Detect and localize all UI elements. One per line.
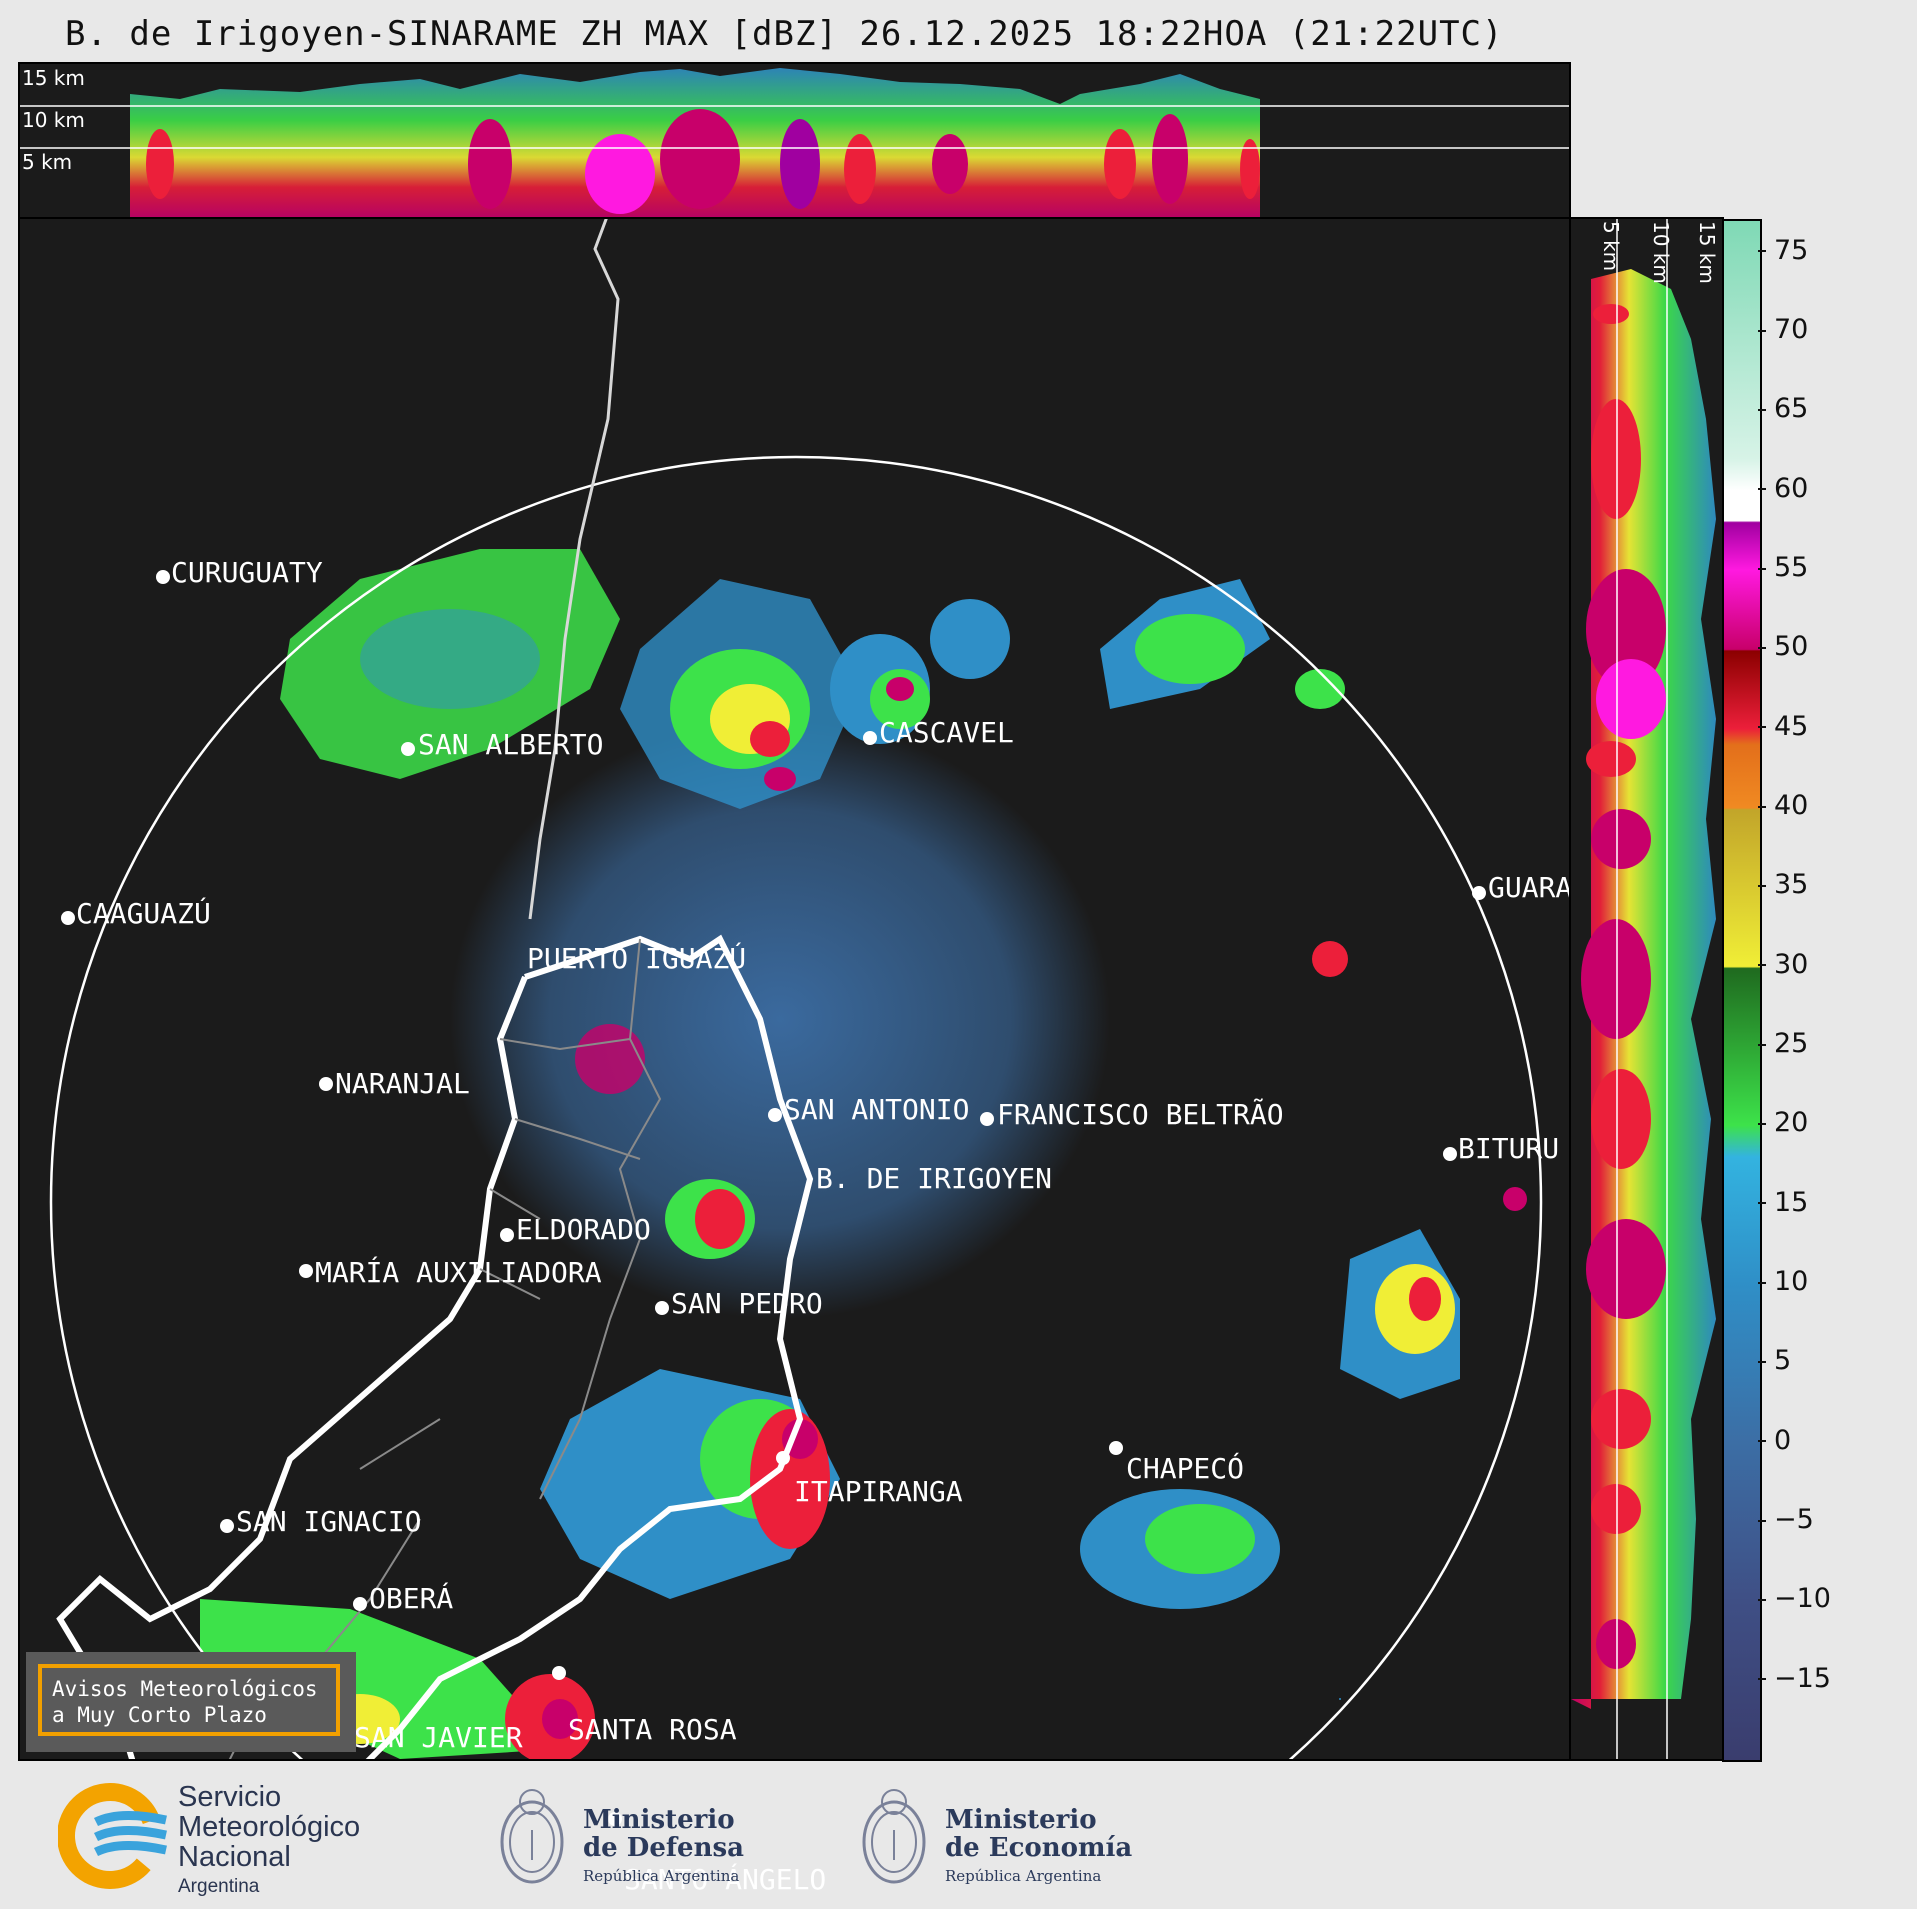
colorbar-tick: 10 bbox=[1757, 1266, 1808, 1297]
city-dot-bituru bbox=[1443, 1147, 1457, 1161]
colorbar-tick: −15 bbox=[1758, 1663, 1831, 1694]
border-paraguay-brazil bbox=[528, 219, 620, 920]
city-dot-san-alberto bbox=[401, 742, 415, 756]
colorbar-tick: −5 bbox=[1758, 1504, 1814, 1535]
city-dot-san-pedro bbox=[655, 1301, 669, 1315]
right-height-label-10: 10 km bbox=[1649, 221, 1673, 284]
colorbar-tick: 35 bbox=[1757, 869, 1808, 900]
top-height-profile: 15 km 10 km 5 km bbox=[18, 62, 1571, 219]
colorbar-tick: 45 bbox=[1757, 711, 1808, 742]
city-label-guara: GUARA bbox=[1488, 871, 1573, 904]
city-dot-itapiranga bbox=[776, 1451, 790, 1465]
city-dot-guara bbox=[1472, 886, 1486, 900]
range-ring bbox=[49, 455, 1543, 1759]
radar-map-canvas bbox=[49, 219, 1543, 1759]
colorbar-tick: 0 bbox=[1757, 1425, 1791, 1456]
economia-seal-icon bbox=[862, 1789, 926, 1884]
city-label-puerto-iguazu: PUERTO IGUAZÚ bbox=[527, 942, 747, 975]
city-label-eldorado: ELDORADO bbox=[516, 1213, 651, 1246]
colorbar-tick: 70 bbox=[1757, 314, 1808, 345]
city-label-b-de-irigoyen: B. DE IRIGOYEN bbox=[816, 1162, 1053, 1195]
dbz-colorbar bbox=[1722, 219, 1762, 1762]
top-height-label-5: 5 km bbox=[22, 150, 73, 174]
page-title: B. de Irigoyen-SINARAME ZH MAX [dBZ] 26.… bbox=[65, 14, 1504, 54]
city-dot-francisco-beltrao bbox=[980, 1112, 994, 1126]
right-profile-echoes bbox=[1571, 219, 1716, 1759]
city-label-naranjal: NARANJAL bbox=[335, 1067, 470, 1100]
avisos-box: Avisos Meteorológicos a Muy Corto Plazo bbox=[26, 1652, 356, 1752]
border-argentina-brazil bbox=[365, 934, 814, 1759]
city-label-san-antonio: SAN ANTONIO bbox=[784, 1093, 970, 1126]
city-label-santa-rosa: SANTA ROSA bbox=[568, 1713, 737, 1746]
city-label-maria-auxiliadora: MARÍA AUXILIADORA bbox=[315, 1256, 602, 1289]
city-dot-eldorado bbox=[500, 1228, 514, 1242]
city-dot-chapeco bbox=[1109, 1441, 1123, 1455]
economia-logo-text: Ministerio de Economía República Argenti… bbox=[945, 1805, 1133, 1885]
colorbar-tick: −10 bbox=[1758, 1583, 1831, 1614]
avisos-line1: Avisos Meteorológicos bbox=[52, 1677, 318, 1701]
city-label-caaguazu: CAAGUAZÚ bbox=[76, 897, 211, 930]
city-dot-curuguaty bbox=[156, 570, 170, 584]
city-dot-santa-rosa bbox=[552, 1666, 566, 1680]
colorbar-tick: 25 bbox=[1757, 1028, 1808, 1059]
city-label-chapeco: CHAPECÓ bbox=[1126, 1452, 1245, 1485]
right-height-label-5: 5 km bbox=[1599, 221, 1623, 272]
right-height-profile: 5 km 10 km 15 km bbox=[1569, 217, 1724, 1761]
border-argentina-paraguay bbox=[56, 975, 528, 1759]
clear-air-echo bbox=[450, 719, 1110, 1319]
colorbar-tick: 50 bbox=[1757, 631, 1808, 662]
city-label-san-alberto: SAN ALBERTO bbox=[418, 728, 604, 761]
city-dot-maria-auxiliadora bbox=[299, 1264, 313, 1278]
avisos-line2: a Muy Corto Plazo bbox=[52, 1703, 267, 1727]
city-label-curuguaty: CURUGUATY bbox=[171, 556, 323, 589]
colorbar-tick: 30 bbox=[1757, 949, 1808, 980]
right-height-label-15: 15 km bbox=[1695, 221, 1719, 284]
colorbar-tick: 55 bbox=[1757, 552, 1808, 583]
city-dot-obera bbox=[353, 1597, 367, 1611]
colorbar-tick: 5 bbox=[1757, 1345, 1791, 1376]
city-dot-naranjal bbox=[319, 1077, 333, 1091]
defensa-logo-text: Ministerio de Defensa República Argentin… bbox=[583, 1805, 744, 1885]
colorbar-tick: 20 bbox=[1757, 1107, 1808, 1138]
city-dot-cascavel bbox=[863, 731, 877, 745]
radar-map[interactable]: CURUGUATY SAN ALBERTO CASCAVEL CAAGUAZÚ … bbox=[18, 217, 1573, 1894]
colorbar-tick: 65 bbox=[1757, 393, 1808, 424]
city-dot-san-antonio bbox=[768, 1108, 782, 1122]
colorbar-tick: 40 bbox=[1757, 790, 1808, 821]
city-label-francisco-beltrao: FRANCISCO BELTRÃO bbox=[997, 1098, 1284, 1131]
avisos-frame: Avisos Meteorológicos a Muy Corto Plazo bbox=[38, 1664, 340, 1736]
smn-logo-icon bbox=[58, 1783, 167, 1889]
city-label-san-ignacio: SAN IGNACIO bbox=[236, 1505, 422, 1538]
precipitation-cells bbox=[200, 549, 1527, 1759]
city-dot-caaguazu bbox=[61, 911, 75, 925]
top-height-label-15: 15 km bbox=[22, 66, 85, 90]
province-departments bbox=[228, 938, 662, 1759]
city-label-itapiranga: ITAPIRANGA bbox=[794, 1475, 963, 1508]
defensa-seal-icon bbox=[500, 1789, 564, 1884]
top-profile-echoes bbox=[20, 68, 1569, 217]
city-label-cascavel: CASCAVEL bbox=[879, 716, 1014, 749]
city-dot-santo-angelo bbox=[608, 1812, 622, 1826]
top-height-label-10: 10 km bbox=[22, 108, 85, 132]
city-label-santo-angelo: SANTO ÁNGELO bbox=[624, 1863, 827, 1896]
smn-logo-text: Servicio Meteorológico Nacional Argentin… bbox=[178, 1781, 361, 1897]
city-label-san-pedro: SAN PEDRO bbox=[671, 1287, 823, 1320]
colorbar-tick: 60 bbox=[1757, 473, 1808, 504]
city-label-bituru: BITURU bbox=[1458, 1132, 1560, 1165]
city-label-san-javier: SAN JAVIER bbox=[354, 1721, 523, 1754]
colorbar-tick: 75 bbox=[1757, 235, 1808, 266]
colorbar-tick: 15 bbox=[1757, 1187, 1808, 1218]
city-label-obera: OBERÁ bbox=[369, 1582, 454, 1615]
city-dot-san-ignacio bbox=[220, 1519, 234, 1533]
